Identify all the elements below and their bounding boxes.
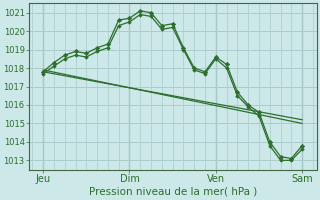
- X-axis label: Pression niveau de la mer( hPa ): Pression niveau de la mer( hPa ): [89, 187, 257, 197]
